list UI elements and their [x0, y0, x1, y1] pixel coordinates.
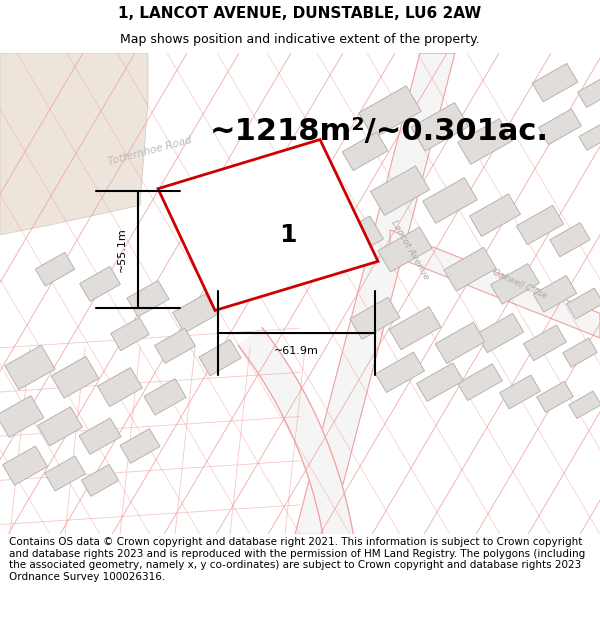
Polygon shape [2, 446, 47, 485]
Polygon shape [51, 356, 99, 398]
Polygon shape [389, 307, 441, 349]
Polygon shape [359, 86, 421, 138]
Text: Contains OS data © Crown copyright and database right 2021. This information is : Contains OS data © Crown copyright and d… [9, 537, 585, 582]
Polygon shape [111, 318, 149, 351]
Text: ~55.1m: ~55.1m [117, 227, 127, 272]
Polygon shape [5, 345, 55, 389]
Polygon shape [376, 352, 425, 392]
Polygon shape [120, 429, 160, 463]
Polygon shape [127, 281, 169, 317]
Text: 1: 1 [279, 223, 296, 247]
Text: 1, LANCOT AVENUE, DUNSTABLE, LU6 2AW: 1, LANCOT AVENUE, DUNSTABLE, LU6 2AW [118, 6, 482, 21]
Polygon shape [539, 109, 581, 144]
Polygon shape [342, 132, 388, 171]
Polygon shape [416, 363, 463, 401]
Text: ~61.9m: ~61.9m [274, 346, 319, 356]
Polygon shape [144, 379, 186, 415]
Text: ~1218m²/~0.301ac.: ~1218m²/~0.301ac. [210, 118, 549, 146]
Polygon shape [238, 328, 359, 591]
Polygon shape [44, 456, 85, 491]
Polygon shape [536, 381, 574, 412]
Polygon shape [500, 375, 541, 409]
Polygon shape [295, 53, 455, 534]
Polygon shape [38, 407, 82, 446]
Polygon shape [563, 338, 597, 367]
Polygon shape [326, 216, 383, 264]
Polygon shape [423, 177, 477, 223]
Polygon shape [517, 206, 563, 244]
Polygon shape [533, 276, 577, 312]
Polygon shape [390, 230, 600, 338]
Polygon shape [412, 102, 469, 151]
Polygon shape [550, 222, 590, 257]
Polygon shape [199, 339, 241, 376]
Polygon shape [491, 264, 539, 304]
Polygon shape [158, 139, 378, 311]
Polygon shape [569, 391, 600, 418]
Polygon shape [98, 368, 142, 407]
Polygon shape [458, 119, 512, 164]
Text: Lancot Avenue: Lancot Avenue [389, 218, 431, 281]
Polygon shape [532, 63, 578, 102]
Polygon shape [82, 464, 119, 496]
Text: Totternhoe Road: Totternhoe Road [107, 136, 193, 168]
Polygon shape [444, 248, 496, 291]
Polygon shape [0, 53, 148, 235]
Polygon shape [476, 313, 524, 352]
Text: Map shows position and indicative extent of the property.: Map shows position and indicative extent… [120, 33, 480, 46]
Polygon shape [370, 166, 430, 215]
Polygon shape [173, 294, 217, 333]
Polygon shape [378, 227, 432, 272]
Polygon shape [470, 194, 520, 236]
Text: Oakwell Close: Oakwell Close [491, 268, 548, 301]
Polygon shape [350, 298, 400, 339]
Polygon shape [579, 123, 600, 150]
Polygon shape [435, 322, 485, 364]
Polygon shape [458, 364, 502, 401]
Polygon shape [524, 325, 566, 361]
Polygon shape [566, 288, 600, 319]
Polygon shape [0, 396, 44, 437]
Polygon shape [80, 266, 121, 301]
Polygon shape [79, 418, 121, 454]
Polygon shape [35, 253, 75, 286]
Polygon shape [578, 78, 600, 108]
Polygon shape [155, 328, 196, 363]
